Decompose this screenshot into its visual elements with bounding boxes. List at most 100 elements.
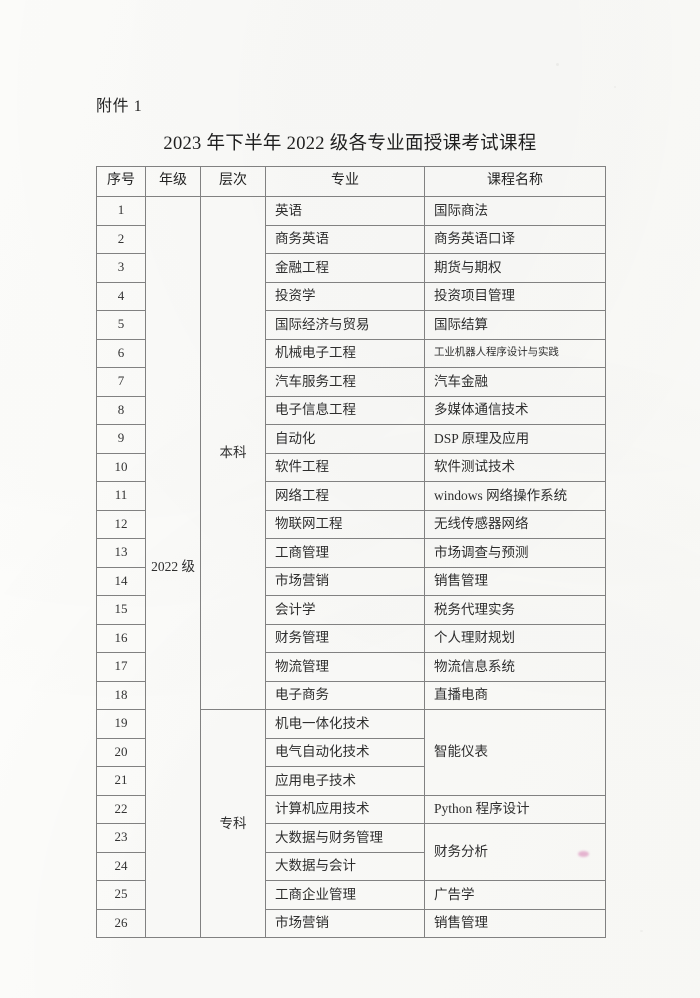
course-cell: windows 网络操作系统 [424,481,606,511]
table-row: 11 网络工程 windows 网络操作系统 [96,481,606,511]
major-cell: 电气自动化技术 [265,737,425,767]
level-cell-junior-college: 专科 [200,709,266,938]
major-cell: 机电一体化技术 [265,709,425,739]
row-number: 14 [96,566,146,596]
course-cell: 工业机器人程序设计与实践 [424,338,606,368]
attachment-label: 附件 1 [96,98,143,115]
course-cell: 无线传感器网络 [424,509,606,539]
course-cell: 销售管理 [424,566,606,596]
row-number: 26 [96,908,146,938]
row-number: 18 [96,680,146,710]
document-title: 2023 年下半年 2022 级各专业面授课考试课程 [163,134,537,154]
table-row: 5 国际经济与贸易 国际结算 [96,310,606,340]
table-body: 1 2022 级本科 英语 国际商法 2 商务英语 商务英语口译 3 金融工程 期货与期权 4 投资学… [96,196,606,938]
row-number: 13 [96,538,146,568]
table-row: 14 市场营销 销售管理 [96,566,606,596]
table-row: 3 金融工程 期货与期权 [96,253,606,283]
major-cell: 汽车服务工程 [265,367,425,397]
row-number: 3 [96,253,146,283]
major-cell: 国际经济与贸易 [265,310,425,340]
course-cell: 多媒体通信技术 [424,395,606,425]
major-cell: 大数据与财务管理 [265,823,425,853]
table-row: 8 电子信息工程 多媒体通信技术 [96,395,606,425]
course-cell: 商务英语口译 [424,224,606,254]
level-cell-undergraduate: 本科 [200,196,266,710]
major-cell: 软件工程 [265,452,425,482]
major-cell: 机械电子工程 [265,338,425,368]
major-cell: 工商企业管理 [265,880,425,910]
major-cell: 自动化 [265,424,425,454]
table-row: 23 大数据与财务管理 财务分析 [96,823,606,881]
course-cell: Python 程序设计 [424,794,606,824]
row-number: 21 [96,766,146,796]
row-number: 19 [96,709,146,739]
row-number: 10 [96,452,146,482]
table-row: 22 计算机应用技术 Python 程序设计 [96,794,606,824]
course-cell: 税务代理实务 [424,595,606,625]
row-number: 17 [96,652,146,682]
row-number: 6 [96,338,146,368]
row-number: 25 [96,880,146,910]
row-number: 24 [96,851,146,881]
major-cell: 商务英语 [265,224,425,254]
major-cell: 网络工程 [265,481,425,511]
table-row: 19 专科 机电一体化技术 智能仪表 [96,709,606,938]
major-cell: 金融工程 [265,253,425,283]
scan-artifact-pink-mark [578,851,589,857]
course-cell: 广告学 [424,880,606,910]
table-row: 7 汽车服务工程 汽车金融 [96,367,606,397]
row-number: 7 [96,367,146,397]
table-header-row: 序号 年级 层次 专业 课程名称 [96,166,606,197]
major-cell: 物联网工程 [265,509,425,539]
table-row: 1 2022 级本科 英语 国际商法 [96,196,606,938]
row-number: 22 [96,794,146,824]
course-cell: 物流信息系统 [424,652,606,682]
major-cell: 物流管理 [265,652,425,682]
major-cell: 应用电子技术 [265,766,425,796]
grade-cell: 2022 级 [145,196,201,938]
row-number: 11 [96,481,146,511]
major-cell: 投资学 [265,281,425,311]
table-row: 6 机械电子工程 工业机器人程序设计与实践 [96,338,606,368]
course-cell: 投资项目管理 [424,281,606,311]
table-row: 25 工商企业管理 广告学 [96,880,606,910]
course-cell: 销售管理 [424,908,606,938]
course-cell: 国际结算 [424,310,606,340]
table-row: 4 投资学 投资项目管理 [96,281,606,311]
course-cell: 期货与期权 [424,253,606,283]
table-row: 2 商务英语 商务英语口译 [96,224,606,254]
course-cell: 智能仪表 [424,709,606,796]
major-cell: 计算机应用技术 [265,794,425,824]
course-cell: 软件测试技术 [424,452,606,482]
table-row: 16 财务管理 个人理财规划 [96,623,606,653]
header-level: 层次 [200,166,266,197]
row-number: 2 [96,224,146,254]
major-cell: 电子商务 [265,680,425,710]
row-number: 16 [96,623,146,653]
major-cell: 市场营销 [265,908,425,938]
major-cell: 市场营销 [265,566,425,596]
course-table-wrapper: 序号 年级 层次 专业 课程名称 1 2022 级本科 英语 国际商法 2 商务英语 商务英… [96,166,606,938]
header-grade: 年级 [145,166,201,197]
course-cell: 财务分析 [424,823,606,881]
course-cell: DSP 原理及应用 [424,424,606,454]
header-no: 序号 [96,166,146,197]
row-number: 4 [96,281,146,311]
major-cell: 财务管理 [265,623,425,653]
course-cell: 市场调查与预测 [424,538,606,568]
row-number: 1 [96,196,146,226]
row-number: 8 [96,395,146,425]
row-number: 23 [96,823,146,853]
table-row: 20 电气自动化技术 [96,737,606,767]
course-cell: 国际商法 [424,196,606,226]
table-row: 17 物流管理 物流信息系统 [96,652,606,682]
major-cell: 工商管理 [265,538,425,568]
row-number: 5 [96,310,146,340]
row-number: 12 [96,509,146,539]
course-table: 序号 年级 层次 专业 课程名称 1 2022 级本科 英语 国际商法 2 商务英语 商务英… [96,166,606,938]
row-number: 20 [96,737,146,767]
header-course: 课程名称 [424,166,606,197]
table-row: 15 会计学 税务代理实务 [96,595,606,625]
table-row: 26 市场营销 销售管理 [96,908,606,938]
major-cell: 电子信息工程 [265,395,425,425]
